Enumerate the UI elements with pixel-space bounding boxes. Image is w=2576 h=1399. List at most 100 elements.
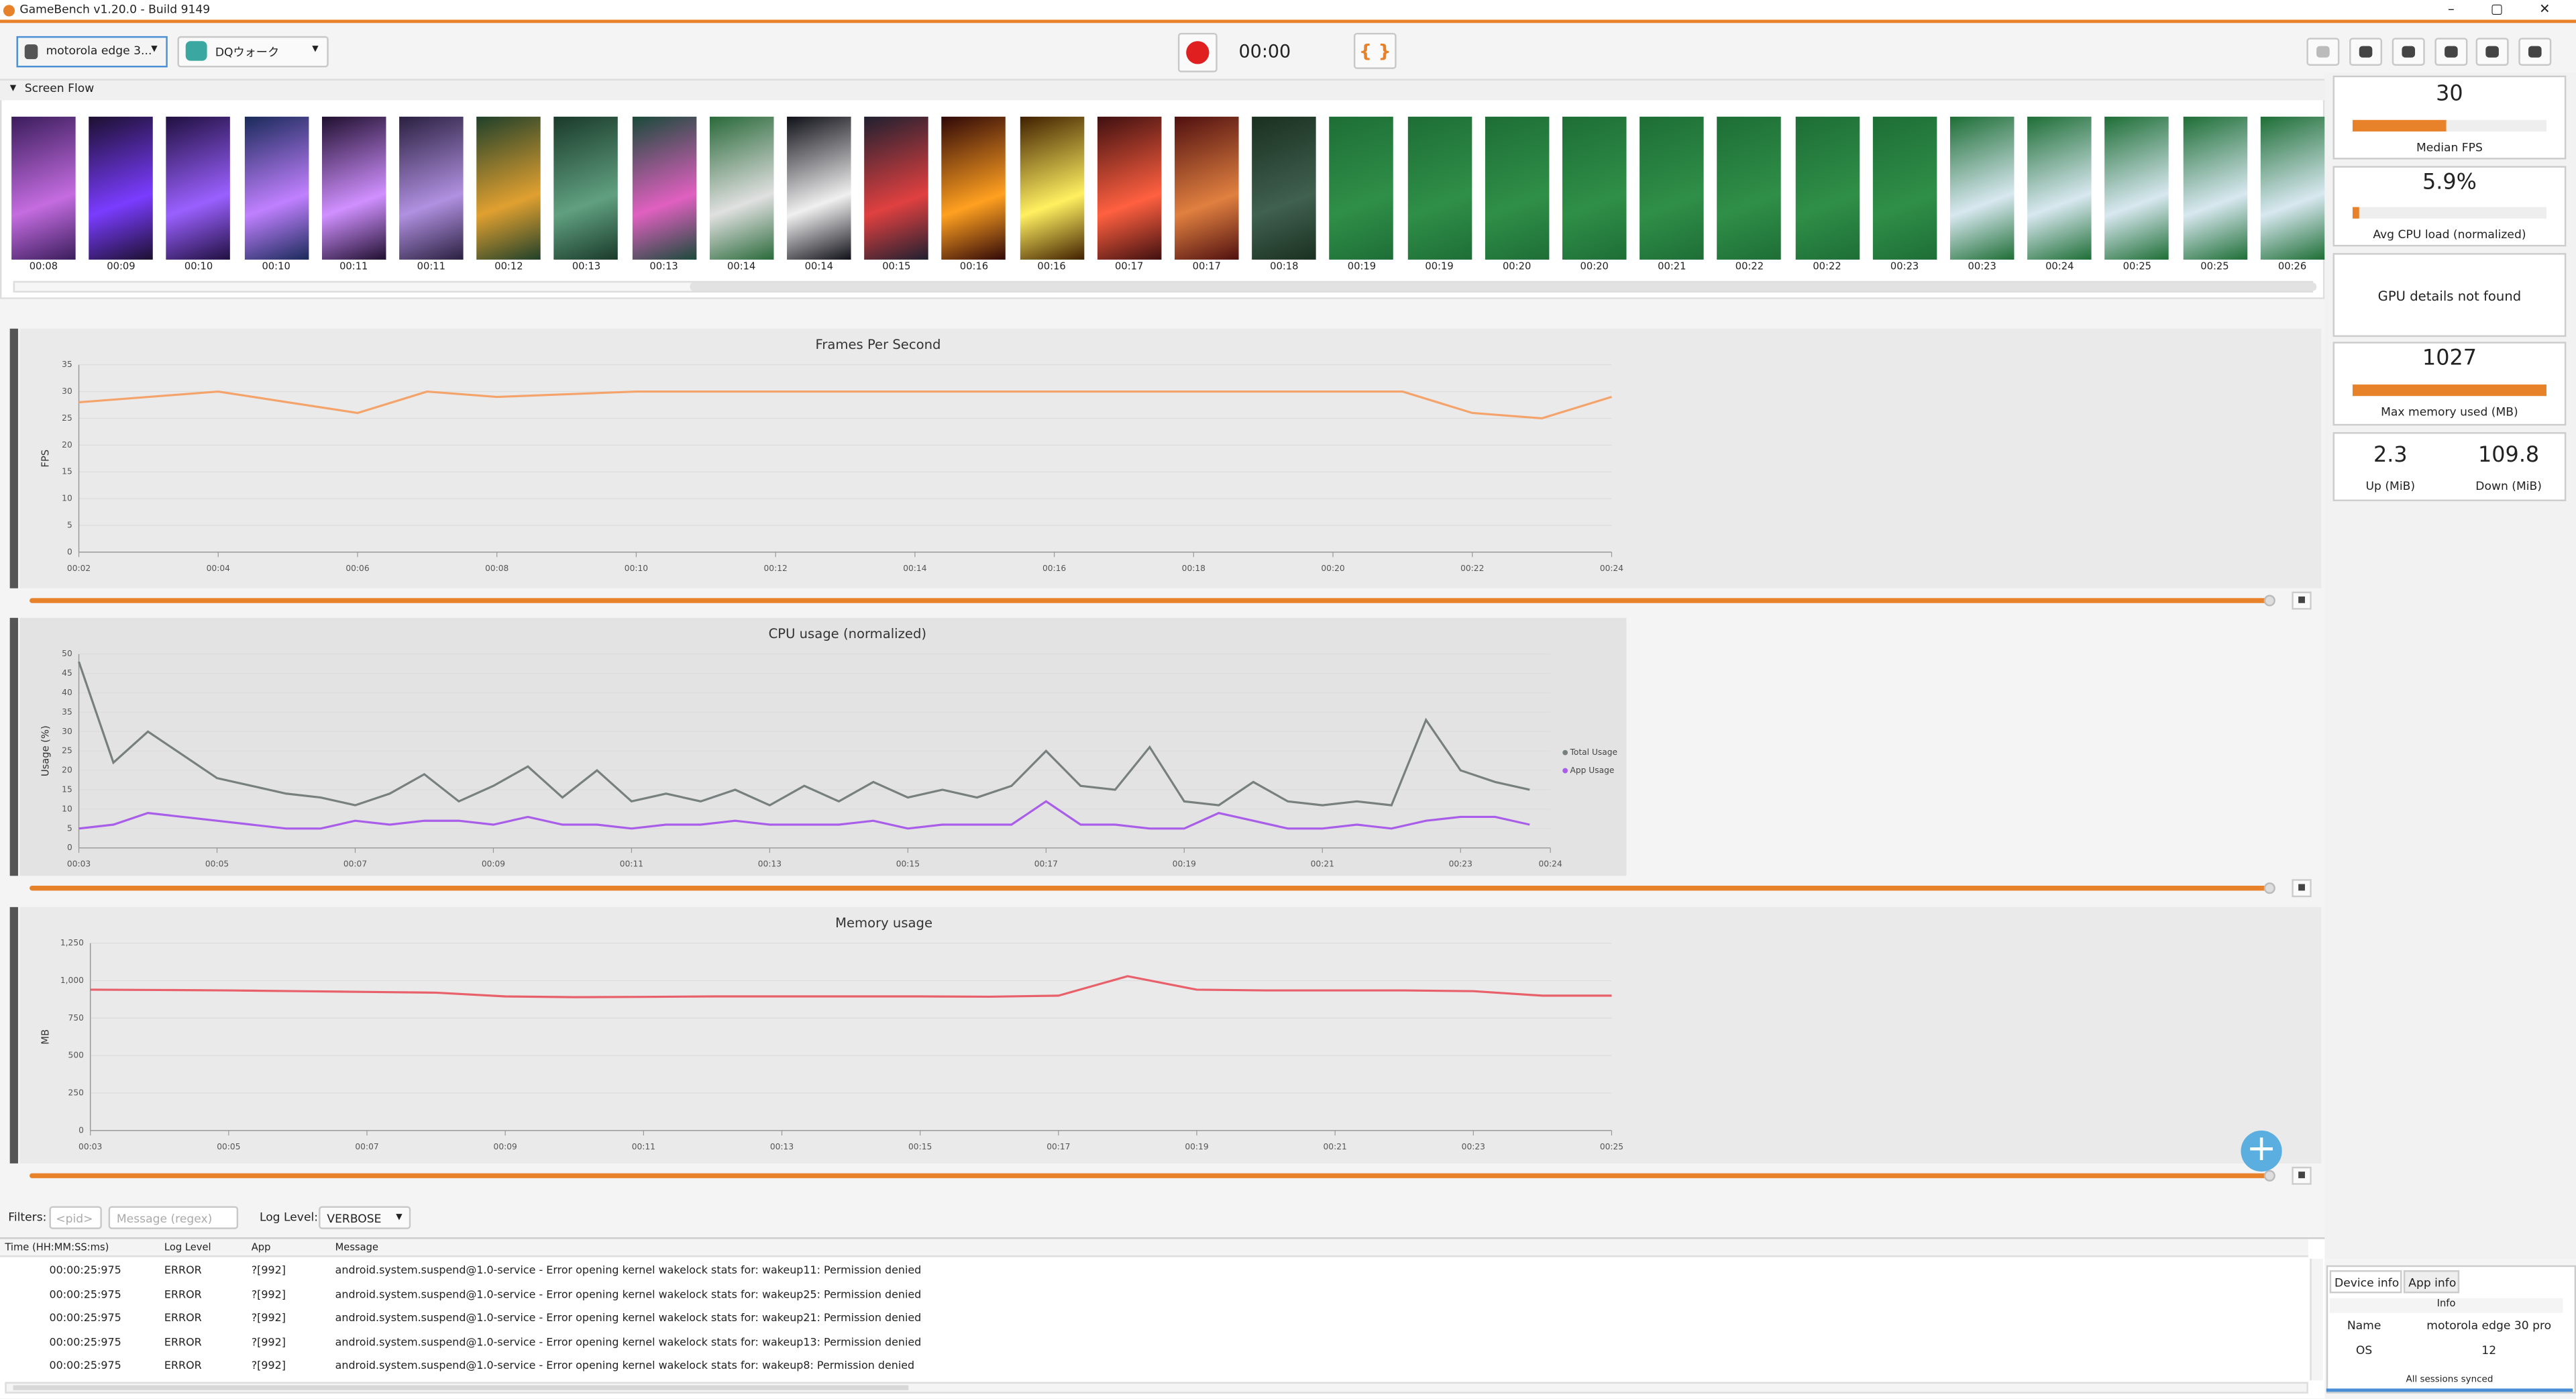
screenshot-thumbnail[interactable] <box>1019 116 1084 260</box>
log-cell: ?[992] <box>251 1335 286 1349</box>
screenshot-time: 00:23 <box>1890 261 1919 273</box>
screenshot-thumbnail[interactable] <box>166 116 231 260</box>
info-value: motorola edge 30 pro <box>2426 1319 2552 1333</box>
screenshot-thumbnail[interactable] <box>1794 116 1860 260</box>
add-button[interactable]: + <box>2241 1131 2282 1172</box>
stat-card <box>2332 432 2567 501</box>
screenshot-thumbnail[interactable] <box>1949 116 2015 260</box>
screenshot-time: 00:12 <box>494 261 523 273</box>
stat-value: 30 <box>2436 82 2463 107</box>
slider-knob[interactable] <box>2263 1170 2275 1182</box>
screenshot-thumbnail[interactable] <box>2182 116 2247 260</box>
info-header: Info <box>2329 1298 2563 1313</box>
screenshot-thumbnail[interactable] <box>1175 116 1239 260</box>
screenshot-thumbnail[interactable] <box>787 116 851 260</box>
log-cell: ?[992] <box>251 1311 286 1325</box>
screenshot-thumbnail[interactable] <box>2260 116 2324 260</box>
screenshot-thumbnail[interactable] <box>1872 116 1937 260</box>
screenshot-time: 00:13 <box>649 261 678 273</box>
screenshot-thumbnail[interactable] <box>1252 116 1317 260</box>
screenshot-time: 00:17 <box>1192 261 1221 273</box>
panel-tab[interactable]: App info <box>2403 1270 2460 1294</box>
screenshot-thumbnail[interactable] <box>554 116 619 260</box>
screenshot-time: 00:19 <box>1425 261 1454 273</box>
log-cell: ERROR <box>164 1311 202 1325</box>
slider-knob[interactable] <box>2263 594 2275 607</box>
screenshot-time: 00:18 <box>1270 261 1299 273</box>
screenshot-thumbnail[interactable] <box>1485 116 1549 260</box>
screenshot-thumbnail[interactable] <box>709 116 773 260</box>
screenshot-thumbnail[interactable] <box>942 116 1006 260</box>
stat-bar <box>2352 207 2359 219</box>
stat-card <box>2332 75 2567 160</box>
log-level-select[interactable]: VERBOSE <box>319 1206 411 1229</box>
screenshot-time: 00:11 <box>339 261 368 273</box>
stat-bar <box>2352 384 2546 397</box>
record-dot <box>1186 41 1210 64</box>
log-h-scrollbar[interactable] <box>5 1382 2308 1394</box>
screenshot-thumbnail[interactable] <box>476 116 541 260</box>
screenshot-thumbnail[interactable] <box>1330 116 1394 260</box>
stat-card <box>2332 342 2567 426</box>
pid-input[interactable]: <pid> <box>49 1206 102 1229</box>
lock-icon <box>2298 884 2305 891</box>
screenshot-time: 00:19 <box>1347 261 1377 273</box>
time-slider[interactable] <box>30 598 2271 603</box>
device-select[interactable] <box>16 36 168 68</box>
screenshot-thumbnail[interactable] <box>89 116 154 260</box>
json-button[interactable]: { } <box>1353 32 1397 69</box>
screenshot-time: 00:14 <box>727 261 756 273</box>
screenshot-thumbnail[interactable] <box>1640 116 1705 260</box>
screenshot-time: 00:21 <box>1658 261 1686 273</box>
screenshot-time: 00:14 <box>804 261 833 273</box>
message-input[interactable]: Message (regex) <box>108 1206 239 1229</box>
stat-value: 1027 <box>2422 346 2477 372</box>
screenshot-thumbnail[interactable] <box>1717 116 1782 260</box>
screenshot-thumbnail[interactable] <box>2105 116 2169 260</box>
time-slider[interactable] <box>30 1173 2271 1178</box>
screenshot-thumbnail[interactable] <box>244 116 309 260</box>
stat-label: Max memory used (MB) <box>2381 405 2518 419</box>
toolbar-icon <box>2485 46 2499 58</box>
screenshot-thumbnail[interactable] <box>864 116 929 260</box>
info-value: 12 <box>2481 1344 2497 1357</box>
screenshot-thumbnail[interactable] <box>2027 116 2092 260</box>
screenshot-time: 00:25 <box>2200 261 2229 273</box>
log-cell: ?[992] <box>251 1263 286 1277</box>
log-table <box>0 1237 2325 1399</box>
dropdown-arrow: ▼ <box>312 44 319 54</box>
title-bar <box>0 0 2576 23</box>
screenshot-thumbnail[interactable] <box>1097 116 1161 260</box>
toolbar-icon <box>2445 46 2458 58</box>
panel-tab[interactable]: Device info <box>2329 1270 2402 1294</box>
screenshot-time: 00:08 <box>29 261 58 273</box>
screenshot-thumbnail[interactable] <box>1407 116 1472 260</box>
screenshot-thumbnail[interactable] <box>321 116 386 260</box>
log-cell: 00:00:25:975 <box>49 1359 121 1373</box>
log-cell: android.system.suspend@1.0-service - Err… <box>335 1335 922 1349</box>
log-cell: android.system.suspend@1.0-service - Err… <box>335 1263 922 1277</box>
lock-icon <box>2298 596 2305 603</box>
screenshot-time: 00:16 <box>1037 261 1066 273</box>
scrollbar-thumb[interactable] <box>690 282 2317 291</box>
slider-knob[interactable] <box>2263 882 2275 894</box>
stat-message: GPU details not found <box>2377 289 2522 305</box>
log-cell: 00:00:25:975 <box>49 1311 121 1325</box>
log-cell: ERROR <box>164 1288 202 1301</box>
log-scrollbar[interactable] <box>2310 1258 2323 1381</box>
toolbar-icon-button[interactable] <box>2392 38 2425 66</box>
stat-label: Median FPS <box>2416 141 2483 155</box>
screenshot-thumbnail[interactable] <box>1562 116 1627 260</box>
android-icon <box>24 44 38 60</box>
screenshot-thumbnail[interactable] <box>399 116 464 260</box>
stat-card <box>2332 166 2567 247</box>
column-header: Log Level <box>164 1242 211 1254</box>
log-cell: 00:00:25:975 <box>49 1263 121 1277</box>
screenshot-thumbnail[interactable] <box>11 116 76 260</box>
log-h-thumb[interactable] <box>13 1385 909 1390</box>
window-controls[interactable]: –▢✕ <box>2448 1 2576 17</box>
toolbar-icon-button[interactable] <box>2475 38 2509 66</box>
time-slider[interactable] <box>30 886 2271 891</box>
screenshot-thumbnail[interactable] <box>631 116 696 260</box>
